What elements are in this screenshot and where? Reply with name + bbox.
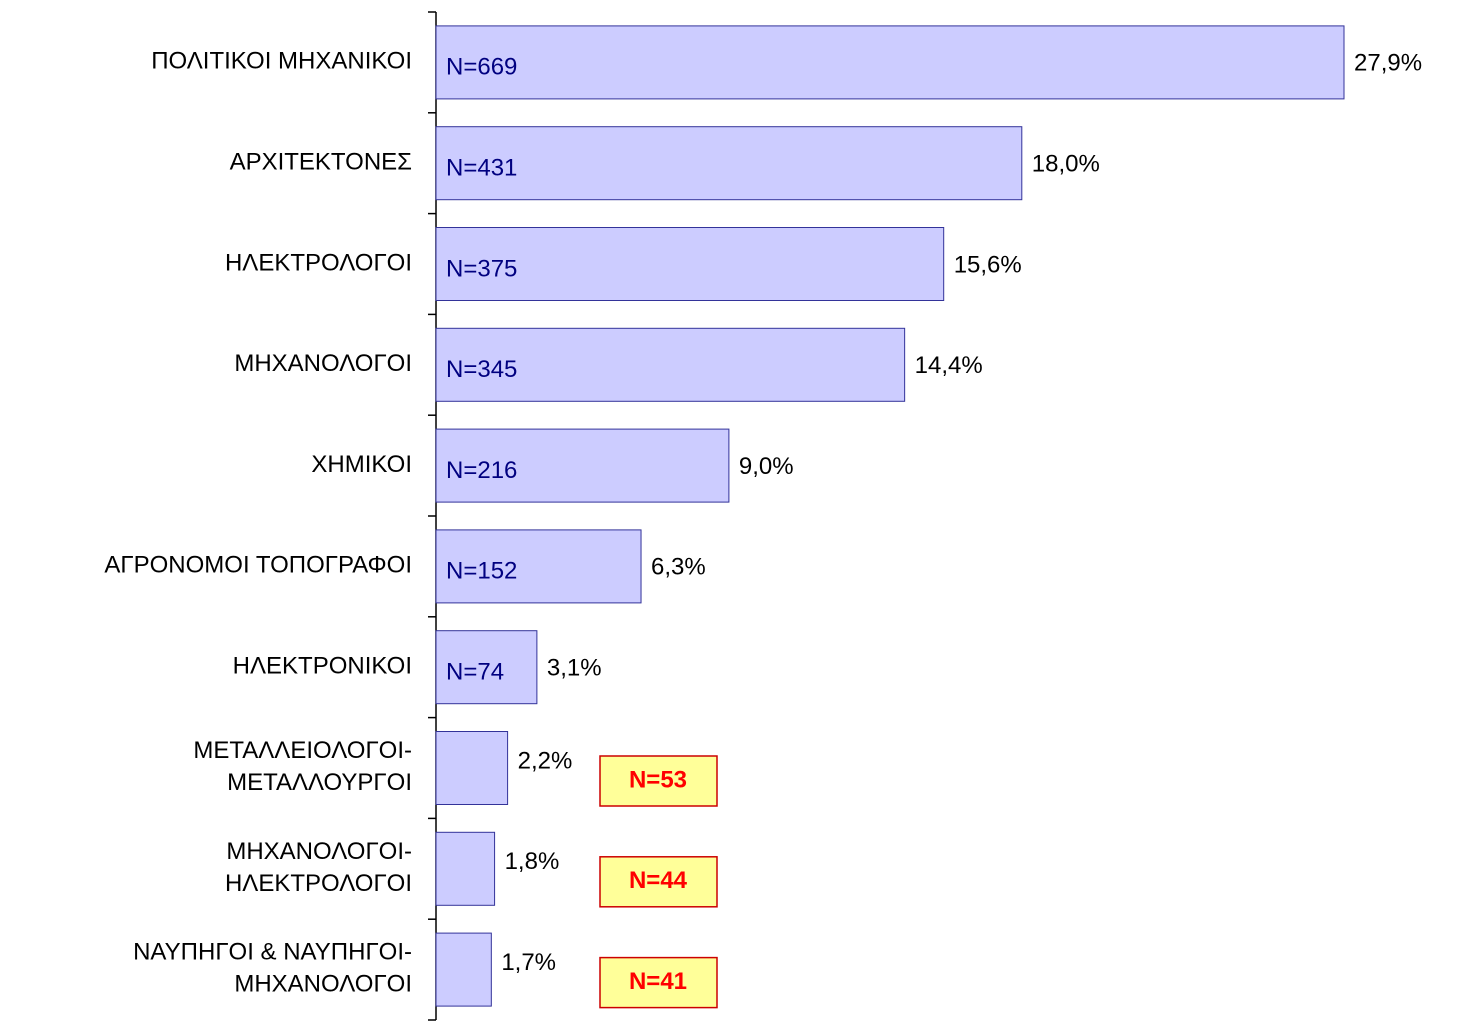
- n-label-box: [599, 755, 718, 807]
- bar: [435, 630, 538, 705]
- value-label: 14,4%: [915, 352, 983, 379]
- n-label-box: [599, 956, 718, 1009]
- value-label: 27,9%: [1354, 50, 1422, 77]
- category-label: ΠΟΛΙΤΙΚΟΙ ΜΗΧΑΝΙΚΟΙ: [151, 48, 412, 75]
- n-label: N=152: [446, 558, 517, 585]
- bar: [435, 731, 509, 805]
- value-label: 1,8%: [505, 848, 560, 875]
- n-label: N=431: [446, 155, 517, 182]
- bar: [435, 227, 945, 301]
- n-label: N=375: [446, 255, 517, 282]
- value-label: 9,0%: [739, 453, 794, 480]
- bar: [435, 126, 1023, 201]
- n-label-box: [599, 856, 718, 908]
- bar: [435, 831, 496, 906]
- category-label: ΗΛΕΚΤΡΟΝΙΚΟΙ: [233, 653, 412, 680]
- n-label: N=669: [446, 54, 517, 81]
- n-label: N=44: [629, 867, 688, 894]
- category-label: ΑΓΡΟΝΟΜΟΙ ΤΟΠΟΓΡΑΦΟΙ: [104, 552, 412, 579]
- n-label: N=345: [446, 356, 517, 383]
- category-label: ΜΗΧΑΝΟΛΟΓΟΙ: [234, 350, 412, 377]
- category-label: ΑΡΧΙΤΕΚΤΟΝΕΣ: [230, 149, 412, 176]
- category-label: ΝΑΥΠΗΓΟΙ & ΝΑΥΠΗΓΟΙ-ΜΗΧΑΝΟΛΟΓΟΙ: [133, 939, 412, 998]
- n-label: N=53: [629, 766, 687, 793]
- category-label: ΜΗΧΑΝΟΛΟΓΟΙ-ΗΛΕΚΤΡΟΛΟΓΟΙ: [225, 838, 412, 897]
- category-label: ΧΗΜΙΚΟΙ: [311, 451, 412, 478]
- category-label: ΜΕΤΑΛΛΕΙΟΛΟΓΟΙ-ΜΕΤΑΛΛΟΥΡΓΟΙ: [193, 737, 412, 796]
- value-label: 18,0%: [1032, 151, 1100, 178]
- n-label: N=216: [446, 457, 517, 484]
- bar: [435, 932, 492, 1007]
- value-label: 6,3%: [651, 554, 706, 581]
- value-label: 1,7%: [501, 949, 556, 976]
- bar: [435, 428, 730, 503]
- bar: [435, 327, 906, 402]
- value-label: 15,6%: [954, 251, 1022, 278]
- n-label: N=41: [629, 968, 687, 995]
- category-label: ΗΛΕΚΤΡΟΛΟΓΟΙ: [225, 249, 412, 276]
- value-label: 2,2%: [518, 747, 573, 774]
- n-label: N=74: [446, 659, 504, 686]
- bar: [435, 25, 1345, 100]
- value-label: 3,1%: [547, 655, 602, 682]
- bar: [435, 529, 642, 604]
